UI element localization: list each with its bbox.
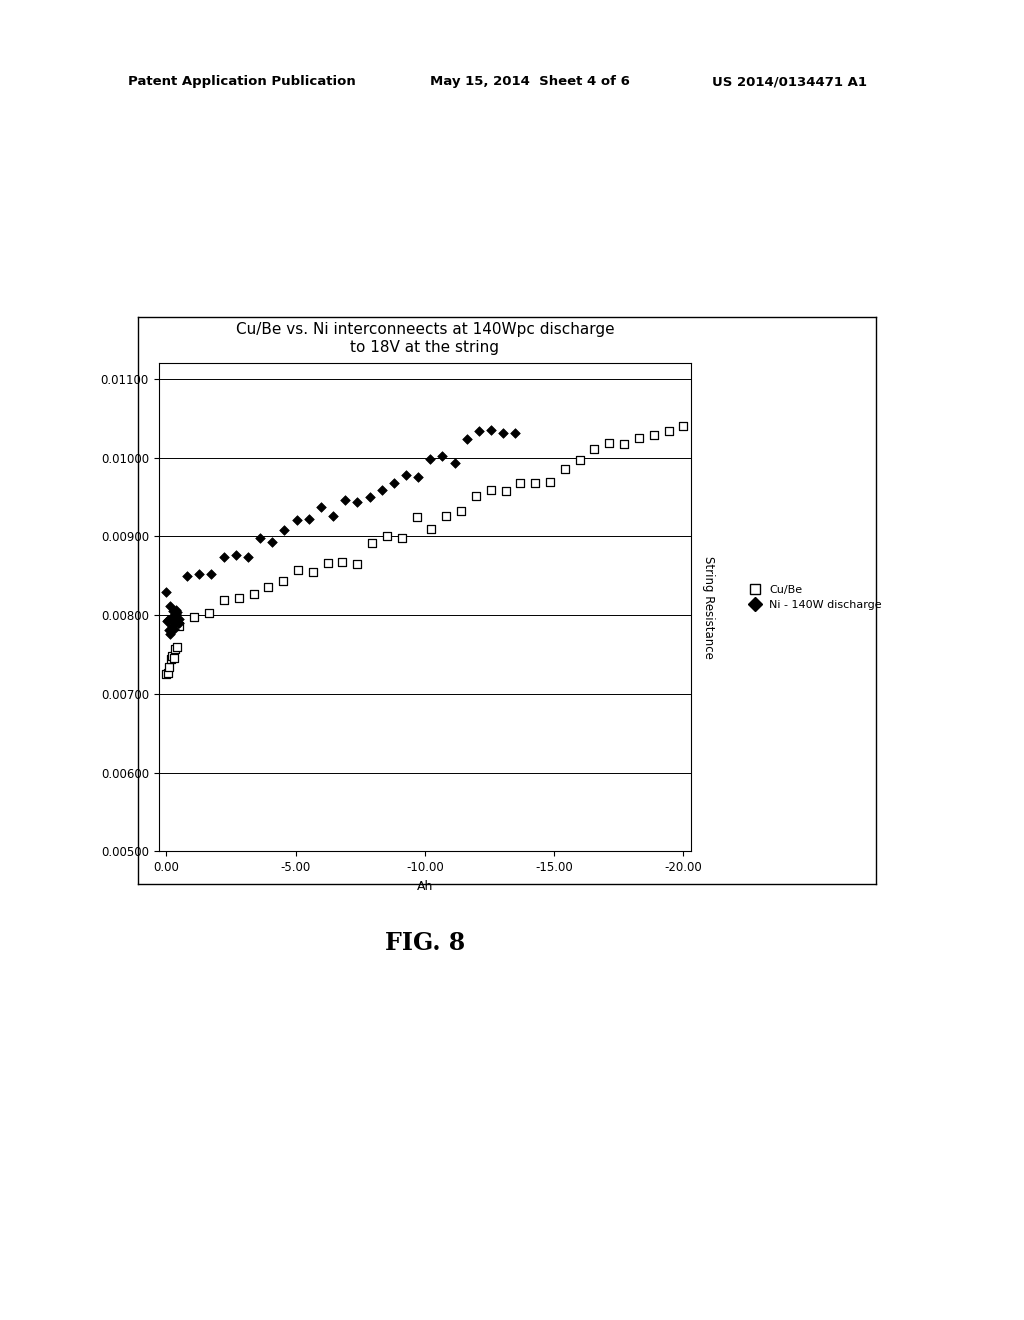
Ni - 140W discharge <box>434 445 451 466</box>
Cu/Be <box>616 434 633 455</box>
Ni - 140W discharge <box>227 544 244 565</box>
Cu/Be <box>275 570 292 591</box>
Cu/Be <box>163 648 179 669</box>
Ni - 140W discharge <box>397 465 414 486</box>
Ni - 140W discharge <box>204 564 220 585</box>
Cu/Be <box>319 553 336 574</box>
Text: May 15, 2014  Sheet 4 of 6: May 15, 2014 Sheet 4 of 6 <box>430 75 630 88</box>
Ni - 140W discharge <box>252 528 268 549</box>
Text: Patent Application Publication: Patent Application Publication <box>128 75 355 88</box>
Cu/Be <box>453 500 469 521</box>
Cu/Be <box>675 416 691 437</box>
Ni - 140W discharge <box>276 520 293 541</box>
Cu/Be <box>169 636 185 657</box>
Ni - 140W discharge <box>170 612 186 634</box>
Cu/Be <box>468 486 484 507</box>
Cu/Be <box>364 532 380 553</box>
Ni - 140W discharge <box>165 611 181 632</box>
Cu/Be <box>164 645 180 667</box>
Cu/Be <box>542 471 558 492</box>
Cu/Be <box>166 647 182 668</box>
Ni - 140W discharge <box>159 611 175 632</box>
Cu/Be <box>438 506 455 527</box>
Cu/Be <box>557 458 573 479</box>
Cu/Be <box>379 525 395 546</box>
Ni - 140W discharge <box>191 564 208 585</box>
Cu/Be <box>482 480 499 502</box>
Ni - 140W discharge <box>361 487 378 508</box>
Cu/Be <box>246 583 262 605</box>
Cu/Be <box>230 587 247 609</box>
Ni - 140W discharge <box>169 601 185 622</box>
Cu/Be <box>186 607 203 628</box>
Cu/Be <box>393 527 410 548</box>
Cu/Be <box>571 450 588 471</box>
Ni - 140W discharge <box>165 601 181 622</box>
Ni - 140W discharge <box>240 546 256 568</box>
Cu/Be <box>587 438 603 459</box>
Cu/Be <box>160 663 176 684</box>
Cu/Be <box>216 590 232 611</box>
Cu/Be <box>167 639 183 660</box>
Ni - 140W discharge <box>312 496 329 517</box>
Text: US 2014/0134471 A1: US 2014/0134471 A1 <box>712 75 866 88</box>
Ni - 140W discharge <box>162 595 178 616</box>
Ni - 140W discharge <box>167 599 183 620</box>
Cu/Be <box>201 602 217 623</box>
X-axis label: Ah: Ah <box>417 879 433 892</box>
Ni - 140W discharge <box>349 491 366 512</box>
Cu/Be <box>171 615 187 636</box>
Ni - 140W discharge <box>289 510 305 531</box>
Cu/Be <box>334 552 350 573</box>
Text: FIG. 8: FIG. 8 <box>385 931 465 954</box>
Ni - 140W discharge <box>471 420 487 441</box>
Cu/Be <box>290 560 306 581</box>
Ni - 140W discharge <box>164 615 180 636</box>
Title: Cu/Be vs. Ni interconneects at 140Wpc discharge
to 18V at the string: Cu/Be vs. Ni interconneects at 140Wpc di… <box>236 322 614 355</box>
Cu/Be <box>304 561 321 582</box>
Ni - 140W discharge <box>337 490 353 511</box>
Cu/Be <box>645 425 662 446</box>
Cu/Be <box>409 507 425 528</box>
Ni - 140W discharge <box>166 619 182 640</box>
Ni - 140W discharge <box>215 546 231 568</box>
Ni - 140W discharge <box>483 418 500 440</box>
Ni - 140W discharge <box>325 506 341 527</box>
Cu/Be <box>349 554 366 576</box>
Ni - 140W discharge <box>160 610 176 631</box>
Ni - 140W discharge <box>422 449 438 470</box>
Ni - 140W discharge <box>159 582 175 603</box>
Cu/Be <box>161 656 177 677</box>
Ni - 140W discharge <box>163 607 179 628</box>
Cu/Be <box>660 420 677 441</box>
Ni - 140W discharge <box>167 605 183 626</box>
Ni - 140W discharge <box>495 422 511 444</box>
Ni - 140W discharge <box>301 508 317 529</box>
Cu/Be <box>260 577 276 598</box>
Cu/Be <box>159 664 175 685</box>
Ni - 140W discharge <box>264 531 281 552</box>
Cu/Be <box>423 519 439 540</box>
Cu/Be <box>631 428 647 449</box>
Ni - 140W discharge <box>179 566 196 587</box>
Ni - 140W discharge <box>410 467 426 488</box>
Ni - 140W discharge <box>170 609 186 630</box>
Ni - 140W discharge <box>459 428 475 449</box>
Ni - 140W discharge <box>374 479 390 500</box>
Y-axis label: String Resistance: String Resistance <box>702 556 716 659</box>
Cu/Be <box>498 480 514 502</box>
Cu/Be <box>527 473 544 494</box>
Ni - 140W discharge <box>162 623 178 644</box>
Ni - 140W discharge <box>446 453 463 474</box>
Ni - 140W discharge <box>171 612 187 634</box>
Cu/Be <box>512 473 528 494</box>
Ni - 140W discharge <box>507 422 523 444</box>
Ni - 140W discharge <box>386 473 402 494</box>
Cu/Be <box>601 433 617 454</box>
Ni - 140W discharge <box>168 603 184 624</box>
Legend: Cu/Be, Ni - 140W discharge: Cu/Be, Ni - 140W discharge <box>739 581 887 615</box>
Ni - 140W discharge <box>161 619 177 640</box>
